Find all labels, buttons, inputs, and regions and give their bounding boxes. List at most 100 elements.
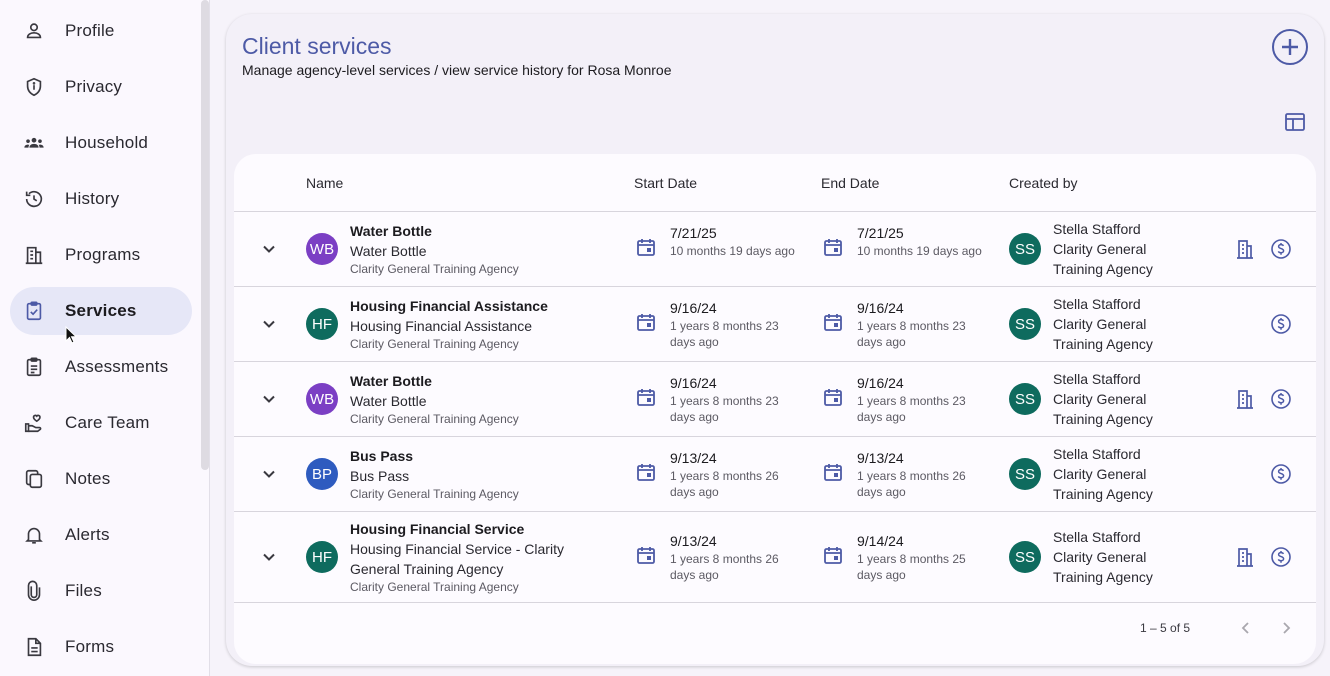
table-row[interactable]: HF Housing Financial Service Housing Fin… bbox=[234, 511, 1316, 603]
bell-icon bbox=[22, 523, 46, 547]
calendar-icon bbox=[637, 464, 655, 481]
end-date-relative: 1 years 8 months 23 days ago bbox=[857, 319, 966, 349]
clipboard-icon bbox=[22, 355, 46, 379]
paperclip-icon bbox=[22, 579, 46, 603]
client-services-card: Client services Manage agency-level serv… bbox=[226, 14, 1324, 666]
creator-avatar: SS bbox=[1009, 233, 1041, 265]
sidebar-item-assessments[interactable]: Assessments bbox=[10, 343, 192, 391]
clipboard-check-icon bbox=[22, 299, 46, 323]
sidebar-item-household[interactable]: Household bbox=[10, 119, 192, 167]
end-date-relative: 10 months 19 days ago bbox=[857, 244, 982, 258]
creator-avatar: SS bbox=[1009, 458, 1041, 490]
start-date-relative: 1 years 8 months 26 days ago bbox=[670, 469, 779, 499]
sidebar-item-services[interactable]: Services bbox=[10, 287, 192, 335]
end-date-cell: 9/16/24 1 years 8 months 23 days ago bbox=[857, 298, 987, 350]
service-name-cell: Housing Financial Assistance Housing Fin… bbox=[350, 296, 610, 352]
sidebar-item-profile[interactable]: Profile bbox=[10, 7, 192, 55]
calendar-icon bbox=[637, 389, 655, 406]
start-date-cell: 7/21/25 10 months 19 days ago bbox=[670, 223, 800, 259]
start-date-relative: 1 years 8 months 23 days ago bbox=[670, 394, 779, 424]
column-header-start-date[interactable]: Start Date bbox=[634, 175, 698, 191]
service-title: Water Bottle bbox=[350, 223, 432, 239]
table-row[interactable]: WB Water Bottle Water Bottle Clarity Gen… bbox=[234, 361, 1316, 436]
history-icon bbox=[22, 187, 46, 211]
dollar-icon[interactable] bbox=[1270, 463, 1292, 485]
table-columns-icon[interactable] bbox=[1284, 111, 1306, 133]
end-date: 9/14/24 bbox=[857, 533, 904, 549]
table-row[interactable]: WB Water Bottle Water Bottle Clarity Gen… bbox=[234, 211, 1316, 286]
sidebar-item-programs[interactable]: Programs bbox=[10, 231, 192, 279]
end-date-cell: 7/21/25 10 months 19 days ago bbox=[857, 223, 987, 259]
avatar: WB bbox=[306, 233, 338, 265]
start-date-cell: 9/16/24 1 years 8 months 23 days ago bbox=[670, 298, 800, 350]
column-header-created-by[interactable]: Created by bbox=[1009, 175, 1078, 191]
sidebar-item-label: Alerts bbox=[65, 525, 110, 544]
add-service-button[interactable] bbox=[1272, 29, 1308, 65]
avatar: WB bbox=[306, 383, 338, 415]
sidebar-item-label: Care Team bbox=[65, 413, 150, 432]
creator-cell: Stella Stafford Clarity General Training… bbox=[1053, 527, 1183, 587]
sidebar-item-notes[interactable]: Notes bbox=[10, 455, 192, 503]
end-date: 7/21/25 bbox=[857, 225, 904, 241]
dollar-icon[interactable] bbox=[1270, 313, 1292, 335]
start-date-relative: 1 years 8 months 23 days ago bbox=[670, 319, 779, 349]
sidebar-item-privacy[interactable]: Privacy bbox=[10, 63, 192, 111]
end-date-relative: 1 years 8 months 23 days ago bbox=[857, 394, 966, 424]
table-row[interactable]: HF Housing Financial Assistance Housing … bbox=[234, 286, 1316, 361]
creator-cell: Stella Stafford Clarity General Training… bbox=[1053, 219, 1183, 279]
chevron-down-icon[interactable] bbox=[261, 549, 277, 565]
sidebar-item-label: Forms bbox=[65, 637, 115, 656]
creator-cell: Stella Stafford Clarity General Training… bbox=[1053, 369, 1183, 429]
group-icon bbox=[22, 131, 46, 155]
chevron-left-icon[interactable] bbox=[1238, 620, 1254, 636]
start-date: 9/16/24 bbox=[670, 375, 717, 391]
sidebar-item-label: Notes bbox=[65, 469, 111, 488]
sidebar-item-history[interactable]: History bbox=[10, 175, 192, 223]
sidebar-scrollbar[interactable] bbox=[201, 0, 209, 470]
creator-avatar: SS bbox=[1009, 541, 1041, 573]
avatar: HF bbox=[306, 541, 338, 573]
service-subtitle: Water Bottle bbox=[350, 243, 427, 259]
chevron-right-icon[interactable] bbox=[1278, 620, 1294, 636]
sidebar-item-alerts[interactable]: Alerts bbox=[10, 511, 192, 559]
care-hand-icon bbox=[22, 411, 46, 435]
service-title: Housing Financial Service bbox=[350, 521, 525, 537]
column-header-end-date[interactable]: End Date bbox=[821, 175, 880, 191]
calendar-icon bbox=[637, 239, 655, 256]
program-building-icon[interactable] bbox=[1234, 388, 1256, 410]
dollar-icon[interactable] bbox=[1270, 388, 1292, 410]
sidebar-item-forms[interactable]: Forms bbox=[10, 623, 192, 671]
sidebar-item-care-team[interactable]: Care Team bbox=[10, 399, 192, 447]
service-subtitle: Water Bottle bbox=[350, 393, 427, 409]
column-header-name[interactable]: Name bbox=[306, 175, 344, 191]
sidebar-item-files[interactable]: Files bbox=[10, 567, 192, 615]
person-icon bbox=[22, 19, 46, 43]
start-date-cell: 9/13/24 1 years 8 months 26 days ago bbox=[670, 448, 800, 500]
chevron-down-icon[interactable] bbox=[261, 316, 277, 332]
service-name-cell: Water Bottle Water Bottle Clarity Genera… bbox=[350, 221, 610, 277]
plus-icon bbox=[1282, 39, 1298, 55]
end-date: 9/13/24 bbox=[857, 450, 904, 466]
creator-name: Stella Stafford bbox=[1053, 296, 1141, 312]
dollar-icon[interactable] bbox=[1270, 546, 1292, 568]
calendar-icon bbox=[824, 239, 842, 256]
chevron-down-icon[interactable] bbox=[261, 466, 277, 482]
mouse-cursor-icon bbox=[65, 326, 77, 344]
program-building-icon[interactable] bbox=[1234, 238, 1256, 260]
end-date-cell: 9/14/24 1 years 8 months 25 days ago bbox=[857, 531, 987, 583]
chevron-down-icon[interactable] bbox=[261, 391, 277, 407]
service-subtitle: Bus Pass bbox=[350, 468, 410, 484]
end-date: 9/16/24 bbox=[857, 375, 904, 391]
sidebar-item-label: Household bbox=[65, 133, 149, 152]
start-date-cell: 9/16/24 1 years 8 months 23 days ago bbox=[670, 373, 800, 425]
creator-name: Stella Stafford bbox=[1053, 371, 1141, 387]
program-building-icon[interactable] bbox=[1234, 546, 1256, 568]
start-date-cell: 9/13/24 1 years 8 months 26 days ago bbox=[670, 531, 800, 583]
chevron-down-icon[interactable] bbox=[261, 241, 277, 257]
service-agency: Clarity General Training Agency bbox=[350, 412, 519, 426]
dollar-icon[interactable] bbox=[1270, 238, 1292, 260]
start-date: 9/13/24 bbox=[670, 450, 717, 466]
table-row[interactable]: BP Bus Pass Bus Pass Clarity General Tra… bbox=[234, 436, 1316, 511]
sidebar-item-label: Files bbox=[65, 581, 102, 600]
service-agency: Clarity General Training Agency bbox=[350, 337, 519, 351]
